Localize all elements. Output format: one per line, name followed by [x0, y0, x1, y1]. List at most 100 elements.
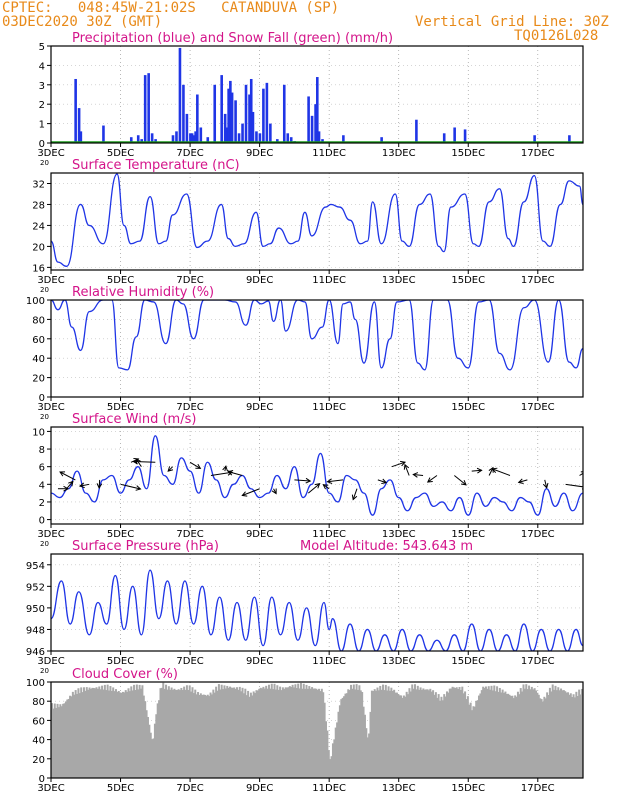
wind-arrow: [427, 475, 438, 483]
cloud-bar: [174, 689, 177, 778]
panel-frame: [50, 553, 584, 652]
cloud-bar: [489, 689, 492, 778]
precip-bar: [199, 127, 203, 143]
cloud-bar: [287, 687, 290, 778]
precip-bar: [314, 104, 317, 143]
cloud-bar: [281, 687, 284, 778]
cloud-bar: [284, 687, 287, 778]
cloud-bar: [452, 687, 455, 778]
precip-bar: [194, 131, 197, 143]
cloud-bar: [568, 694, 571, 778]
cloud-bar: [320, 688, 323, 778]
plot-area: [51, 300, 583, 371]
y-tick-label: 80: [32, 315, 45, 326]
cloud-bar: [363, 714, 366, 778]
cloud-bar: [220, 684, 223, 778]
cloud-bar: [516, 691, 519, 778]
x-tick-label: 5DEC: [107, 656, 134, 667]
cloud-bar: [355, 684, 358, 778]
wind-arrow-head: [222, 465, 228, 472]
plot-area: [51, 435, 583, 516]
cloud-bar: [69, 695, 72, 778]
pressure-series-line: [51, 569, 583, 651]
cloud-bar: [205, 695, 208, 778]
precip-bar: [227, 88, 230, 143]
x-tick-label: 11DEC: [312, 783, 346, 794]
x-tick-label: 7DEC: [176, 275, 203, 286]
x-tick-label: 13DEC: [382, 783, 416, 794]
cloud-bar: [448, 688, 451, 778]
cloud-bar: [272, 689, 275, 778]
cloud-bar: [348, 690, 351, 778]
cloud-bar: [85, 687, 88, 778]
cloud-bar: [216, 690, 219, 778]
cloud-bar: [541, 701, 544, 778]
cloud-bar: [117, 691, 120, 778]
cloud-bar: [251, 695, 254, 778]
cloud-bar: [290, 686, 293, 778]
x-tick-label: 15DEC: [451, 275, 485, 286]
x-tick-label: 7DEC: [176, 148, 203, 159]
cloud-bar: [480, 690, 483, 778]
cloud-bar: [514, 695, 517, 778]
y-tick-label: 950: [26, 604, 45, 615]
wind-arrow: [307, 483, 320, 494]
cloud-bar: [359, 690, 362, 778]
cloud-bar: [324, 721, 327, 778]
cloud-bar: [96, 688, 99, 778]
cloud-bar: [160, 687, 163, 778]
precip-bar: [234, 100, 237, 143]
cloud-bar: [400, 695, 403, 778]
cloud-bar: [241, 687, 244, 778]
cloud-bar: [131, 690, 134, 778]
cloud-bar: [291, 684, 294, 778]
wind-arrow: [518, 479, 528, 483]
precip-bar: [185, 113, 189, 143]
y-tick-label: 100: [26, 296, 45, 307]
wind-arrow: [352, 488, 358, 500]
wind-arrow-head: [63, 485, 69, 492]
year-stub: 20: [40, 667, 49, 675]
cloud-bar: [277, 689, 280, 778]
cloud-bar: [265, 685, 268, 778]
x-tick-label: 13DEC: [382, 529, 416, 540]
cloud-bar: [401, 697, 404, 778]
cloud-bar: [331, 743, 334, 778]
cloud-bar: [262, 686, 265, 778]
wind-arrow-head: [305, 477, 312, 484]
cloud-bar: [362, 706, 365, 778]
cloud-bar: [462, 693, 465, 778]
cloud-bar: [576, 696, 579, 778]
pressure-title: Surface Pressure (hPa): [72, 539, 219, 554]
x-tick-label: 3DEC: [37, 529, 64, 540]
cloud-bar: [333, 739, 336, 778]
precip-bar: [533, 135, 536, 143]
year-stub: 20: [40, 540, 49, 548]
wind-arrow: [135, 458, 142, 467]
cloud-bar: [148, 724, 151, 778]
cloud-bar: [60, 706, 63, 778]
cloud-bar: [509, 696, 512, 778]
cloud-bar: [423, 689, 426, 778]
cloud-bar: [440, 696, 443, 778]
cloud-bar: [77, 688, 80, 778]
cloud-bar: [366, 737, 369, 778]
cloud-bar: [422, 688, 425, 778]
cloud-bar: [155, 714, 158, 778]
cloud-bar: [483, 687, 486, 778]
cloud-bar: [536, 692, 539, 778]
cloud-bar: [386, 690, 389, 778]
panel-frame: [50, 172, 584, 271]
wind-arrow: [454, 475, 467, 486]
cloud-bar: [508, 694, 511, 778]
cloud-bar: [354, 689, 357, 778]
y-tick-label: 2: [39, 100, 45, 111]
cloud-bar: [500, 692, 503, 778]
cloud-bar: [525, 684, 528, 778]
y-tick-label: 3: [39, 81, 45, 92]
cloud-bar: [322, 692, 325, 778]
cloud-bar: [106, 684, 109, 778]
precip-bar: [286, 133, 290, 143]
cloud-bar: [340, 699, 343, 778]
cloud-bar: [501, 689, 504, 778]
